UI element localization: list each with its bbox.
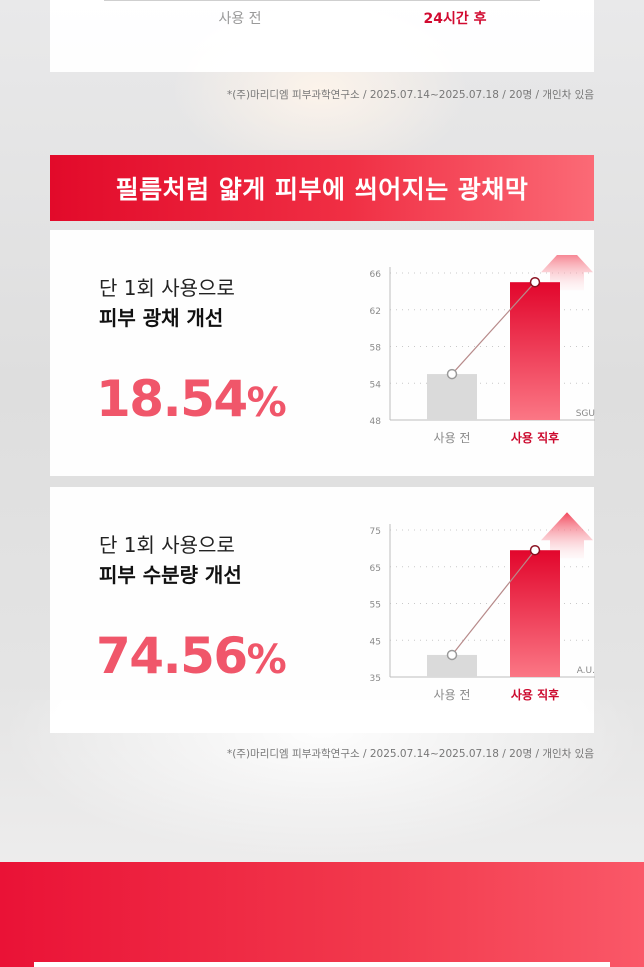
metric-card-moisture: 단 1회 사용으로 피부 수분량 개선 74.56% 35 45 55 65 75 A.U… [50,487,595,733]
source-note: *(주)마리디엠 피부과학연구소 / 2025.07.14~2025.07.18… [226,748,594,760]
metric-value: 74.56% [96,627,287,685]
y-tick-label: 55 [370,601,381,611]
trend-line [451,281,536,375]
footer-panel [34,962,610,967]
metric-number: 74.56 [96,627,248,685]
metric-unit: % [246,380,287,426]
metric-caption: 단 1회 사용으로 [99,533,235,557]
x-category-label: 사용 직후 [511,687,559,702]
x-category-label: 사용 직후 [511,430,559,445]
y-tick-label: 54 [370,380,382,390]
point-marker-before [446,649,458,661]
unit-label: SGU [576,409,595,419]
point-marker-after [529,276,541,288]
x-category-label: 사용 전 [434,431,471,445]
point-marker-before [446,368,458,380]
unit-label: A.U. [577,666,595,676]
growth-arrow [541,255,593,291]
y-tick-label: 75 [370,527,381,537]
bar-before [427,654,477,677]
gloss-bar-chart: 48 54 58 62 66 SGU 사용 전 사용 직후 [370,255,595,445]
metric-card-gloss: 단 1회 사용으로 피부 광채 개선 18.54% 48 54 58 62 66 SGU 사… [50,230,595,476]
bar-after [510,550,560,677]
y-tick-label: 35 [370,674,381,684]
x-category-label: 사용 전 [434,688,471,702]
metric-unit: % [246,637,287,683]
footer-band [0,862,644,967]
metric-value: 18.54% [96,370,287,428]
bar-after [510,282,560,420]
growth-arrow [541,512,593,559]
y-tick-label: 58 [370,344,382,354]
category-label-after: 24시간 후 [423,11,487,27]
y-tick-label: 62 [370,307,381,317]
y-tick-label: 65 [370,564,381,574]
moisture-bar-chart: 35 45 55 65 75 A.U. 사용 전 사용 직후 [370,512,595,702]
metric-number: 18.54 [96,370,248,428]
y-tick-label: 45 [370,637,381,647]
point-marker-after [529,544,541,556]
y-tick-label: 48 [370,417,382,427]
metric-caption: 단 1회 사용으로 [99,276,235,300]
metric-title: 피부 수분량 개선 [99,563,242,587]
trend-line [451,549,536,656]
y-tick-label: 66 [370,270,382,280]
source-note: *(주)마리디엠 피부과학연구소 / 2025.07.14~2025.07.18… [226,89,594,101]
category-label-before: 사용 전 [218,11,262,27]
top-chart-card: 사용 전 24시간 후 [50,0,594,72]
metric-title: 피부 광채 개선 [99,306,224,330]
banner-title: 필름처럼 얇게 피부에 씌어지는 광채막 [115,175,529,204]
section-banner: 필름처럼 얇게 피부에 씌어지는 광채막 [50,155,594,221]
bar-before [427,374,477,420]
chart-baseline [104,0,540,1]
